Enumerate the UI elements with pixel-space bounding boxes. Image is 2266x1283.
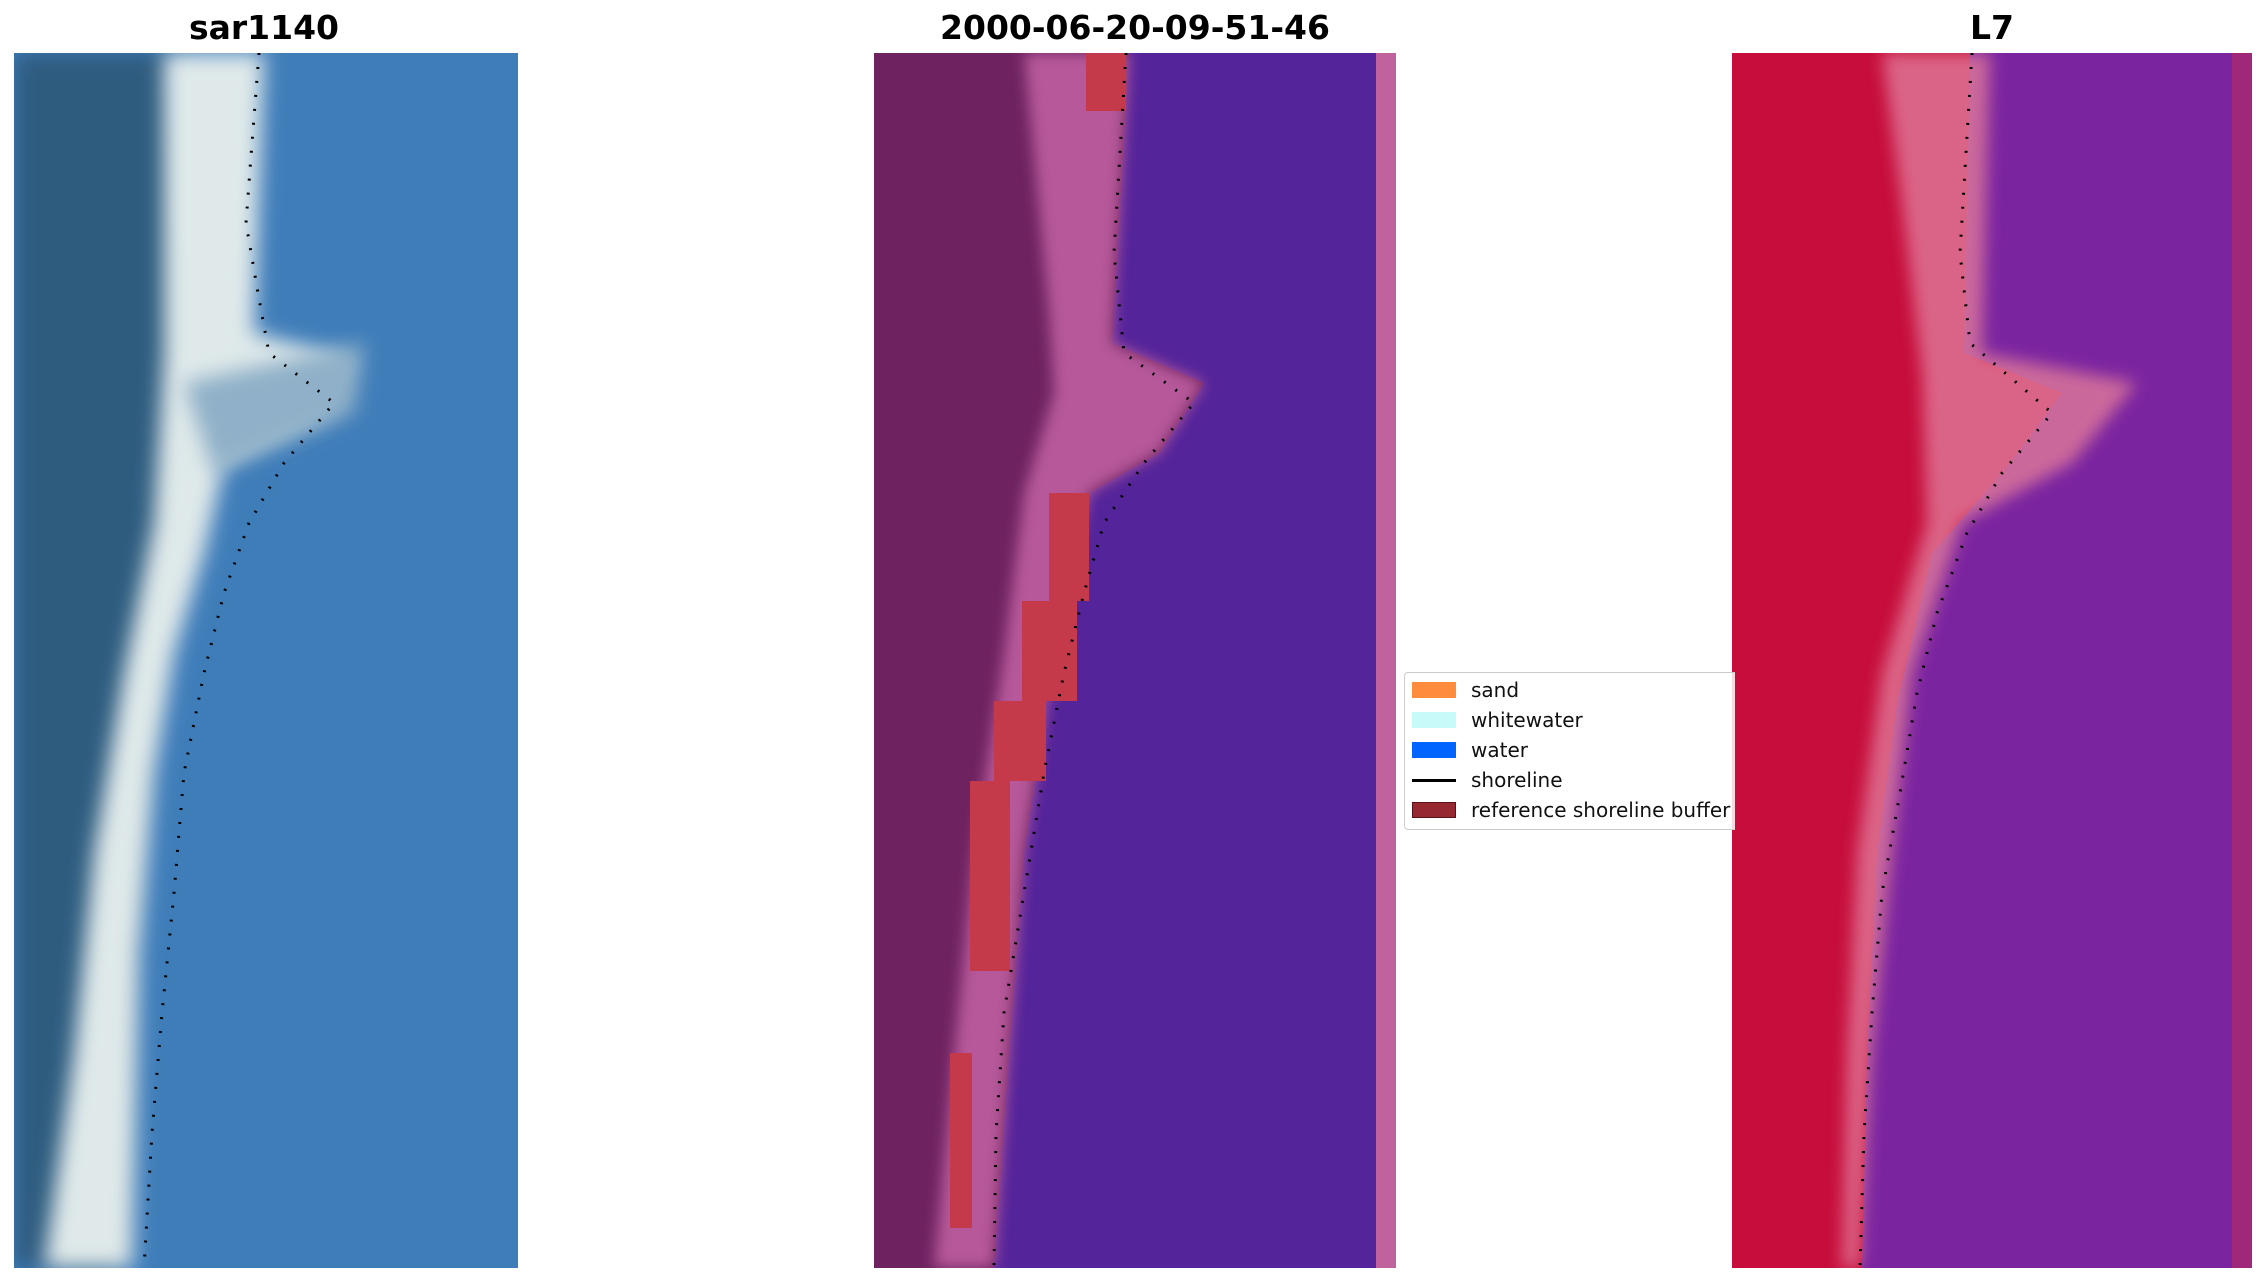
legend-label-shoreline: shoreline — [1471, 768, 1563, 792]
classified-image-panel — [874, 53, 1396, 1268]
sand-swatch — [1412, 682, 1456, 698]
legend-label-whitewater: whitewater — [1471, 708, 1583, 732]
water-swatch — [1412, 742, 1456, 758]
rgb-image — [14, 53, 518, 1268]
legend-label-reference-buffer: reference shoreline buffer — [1471, 798, 1731, 822]
legend-label-sand: sand — [1471, 678, 1520, 702]
shoreline-index — [1858, 53, 2055, 1268]
legend-item-water: water — [1412, 735, 1528, 765]
rgb-image-panel — [14, 53, 518, 1268]
legend-item-shoreline: shoreline — [1412, 765, 1563, 795]
rgb-panel-title: sar1140 — [188, 8, 340, 47]
shoreline-rgb — [142, 53, 337, 1268]
reference-buffer-swatch — [1412, 802, 1456, 818]
shoreline-swatch — [1412, 778, 1456, 782]
index-image — [1732, 53, 2252, 1268]
legend: sand whitewater water shoreline referenc… — [1404, 672, 1735, 830]
whitewater-swatch — [1412, 712, 1456, 728]
reference-shoreline-buffer — [950, 53, 1126, 1228]
index-panel-title: L7 — [1970, 8, 2014, 47]
classified-panel-title: 2000-06-20-09-51-46 — [940, 8, 1330, 47]
legend-item-reference-buffer: reference shoreline buffer — [1412, 795, 1730, 825]
classified-image — [874, 53, 1396, 1268]
legend-item-whitewater: whitewater — [1412, 705, 1583, 735]
legend-item-sand: sand — [1412, 675, 1519, 705]
index-image-panel — [1732, 53, 2252, 1268]
legend-label-water: water — [1471, 738, 1528, 762]
